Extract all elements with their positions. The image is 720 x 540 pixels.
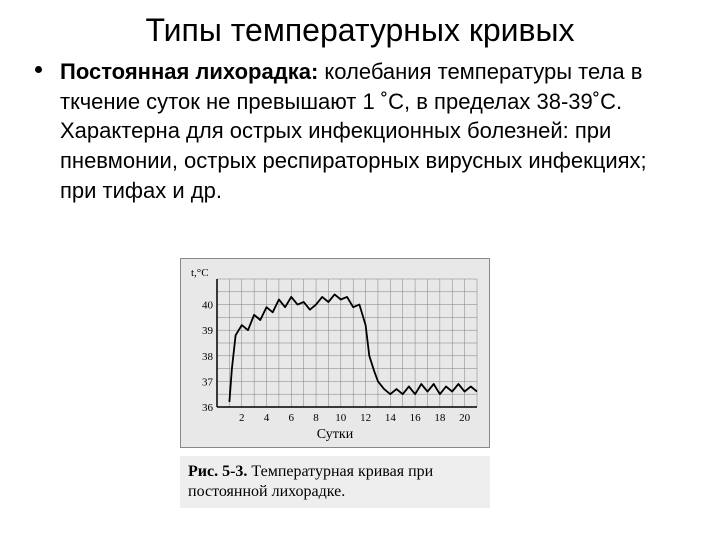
svg-text:36: 36 <box>202 402 214 414</box>
svg-text:14: 14 <box>385 412 397 424</box>
svg-text:12: 12 <box>360 412 371 424</box>
svg-text:4: 4 <box>264 412 270 424</box>
svg-text:8: 8 <box>313 412 319 424</box>
svg-text:10: 10 <box>335 412 347 424</box>
temperature-chart: t,°C 36 37 38 39 40 2 4 6 8 10 12 14 16 18 20 Сутки <box>180 258 490 448</box>
svg-text:6: 6 <box>289 412 295 424</box>
svg-text:2: 2 <box>239 412 245 424</box>
svg-text:40: 40 <box>202 300 214 312</box>
y-axis-label: t,°C <box>191 267 209 279</box>
page-title: Типы температурных кривых <box>0 0 720 57</box>
svg-text:39: 39 <box>202 325 214 337</box>
paragraph-lead: Постоянная лихорадка: <box>60 59 318 84</box>
figure-caption: Рис. 5-3. Температурная кривая при посто… <box>180 456 490 508</box>
figure-label: Рис. 5-3. <box>188 463 247 480</box>
bullet-icon <box>35 66 42 73</box>
body-paragraph: Постоянная лихорадка: колебания температ… <box>0 57 720 205</box>
chart-svg: 36 37 38 39 40 2 4 6 8 10 12 14 16 18 20 <box>187 265 483 425</box>
svg-text:20: 20 <box>459 412 471 424</box>
svg-text:16: 16 <box>410 412 422 424</box>
svg-text:37: 37 <box>202 376 214 388</box>
svg-text:18: 18 <box>434 412 446 424</box>
x-axis-label: Сутки <box>187 425 483 443</box>
svg-text:38: 38 <box>202 351 214 363</box>
